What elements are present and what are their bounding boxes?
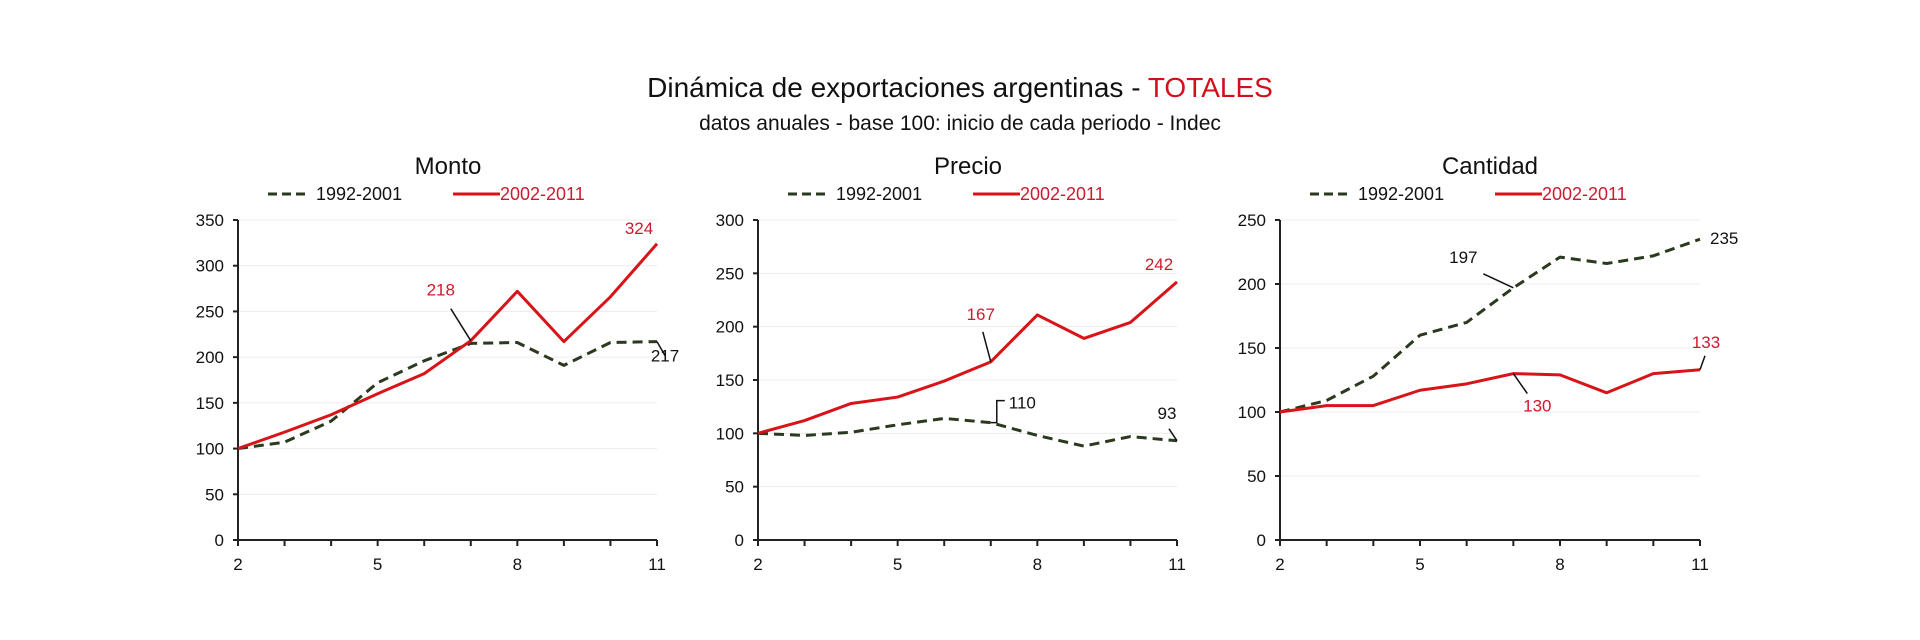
legend-label-1992-2001: 1992-2001 (836, 184, 922, 204)
annotation-leader (656, 341, 666, 356)
y-tick-label: 250 (716, 264, 744, 283)
annotation-label: 242 (1145, 255, 1173, 274)
x-tick-label: 8 (1033, 555, 1042, 574)
annotation-label: 218 (427, 281, 455, 300)
annotation-leader (1512, 373, 1528, 395)
annotation-leader (1168, 428, 1178, 442)
x-tick-label: 2 (753, 555, 762, 574)
x-tick-label: 11 (1691, 555, 1709, 574)
legend-label-2002-2011: 2002-2011 (500, 184, 585, 204)
x-tick-label: 2 (233, 555, 242, 574)
y-tick-label: 0 (735, 531, 744, 550)
title-main: Dinámica de exportaciones argentinas - (647, 72, 1148, 103)
y-tick-label: 300 (716, 211, 744, 230)
x-tick-label: 11 (648, 555, 666, 574)
annotation-label: 110 (1009, 394, 1036, 413)
x-tick-label: 5 (1415, 555, 1424, 574)
annotation-label: 324 (625, 219, 653, 238)
x-tick-label: 8 (513, 555, 522, 574)
y-tick-label: 150 (1238, 339, 1266, 358)
series-line-1992-2001 (1279, 237, 1701, 414)
series-line-1992-2001 (237, 340, 658, 451)
series-line-2002-2011 (1279, 368, 1701, 414)
y-tick-label: 300 (196, 257, 224, 276)
x-tick-label: 2 (1275, 555, 1284, 574)
y-tick-label: 100 (1238, 403, 1266, 422)
annotation-label: 217 (651, 347, 679, 366)
y-tick-label: 350 (196, 211, 224, 230)
annotation-label: 197 (1449, 248, 1477, 267)
y-tick-label: 100 (196, 440, 224, 459)
page-title: Dinámica de exportaciones argentinas - T… (0, 72, 1920, 104)
annotation-leader (450, 308, 472, 342)
y-tick-label: 250 (1238, 211, 1266, 230)
y-tick-label: 50 (725, 478, 744, 497)
chart-title-monto: Monto (415, 153, 482, 180)
annotation-label: 235 (1710, 229, 1738, 248)
y-tick-label: 200 (716, 318, 744, 337)
legend-label-2002-2011: 2002-2011 (1020, 184, 1105, 204)
page-subtitle: datos anuales - base 100: inicio de cada… (699, 112, 1221, 135)
series-line-1992-2001 (757, 416, 1178, 448)
series-line-2002-2011 (757, 280, 1178, 435)
y-tick-label: 200 (196, 348, 224, 367)
y-tick-label: 150 (196, 394, 224, 413)
y-tick-label: 50 (205, 485, 224, 504)
annotation-leader (990, 399, 1005, 424)
annotation-label: 167 (967, 305, 995, 324)
annotation-leader (1483, 273, 1514, 289)
y-tick-label: 250 (196, 302, 224, 321)
annotation-leader (1699, 355, 1706, 371)
y-tick-label: 150 (716, 371, 744, 390)
y-tick-label: 0 (215, 531, 224, 550)
chart-title-precio: Precio (934, 153, 1002, 180)
y-tick-label: 200 (1238, 275, 1266, 294)
x-tick-label: 5 (893, 555, 902, 574)
annotation-label: 130 (1523, 397, 1551, 416)
series-line-2002-2011 (237, 242, 659, 450)
annotation-label: 133 (1692, 333, 1720, 352)
legend-label-1992-2001: 1992-2001 (1358, 184, 1444, 204)
y-tick-label: 100 (716, 424, 744, 443)
chart-title-cantidad: Cantidad (1442, 153, 1538, 180)
y-tick-label: 0 (1257, 531, 1266, 550)
x-tick-label: 8 (1555, 555, 1564, 574)
annotation-leader (982, 331, 992, 363)
annotation-label: 93 (1158, 404, 1177, 423)
x-tick-label: 5 (373, 555, 382, 574)
x-tick-label: 11 (1168, 555, 1186, 574)
legend-label-2002-2011: 2002-2011 (1542, 184, 1627, 204)
title-accent: TOTALES (1147, 72, 1273, 103)
legend-label-1992-2001: 1992-2001 (316, 184, 402, 204)
y-tick-label: 50 (1247, 467, 1266, 486)
